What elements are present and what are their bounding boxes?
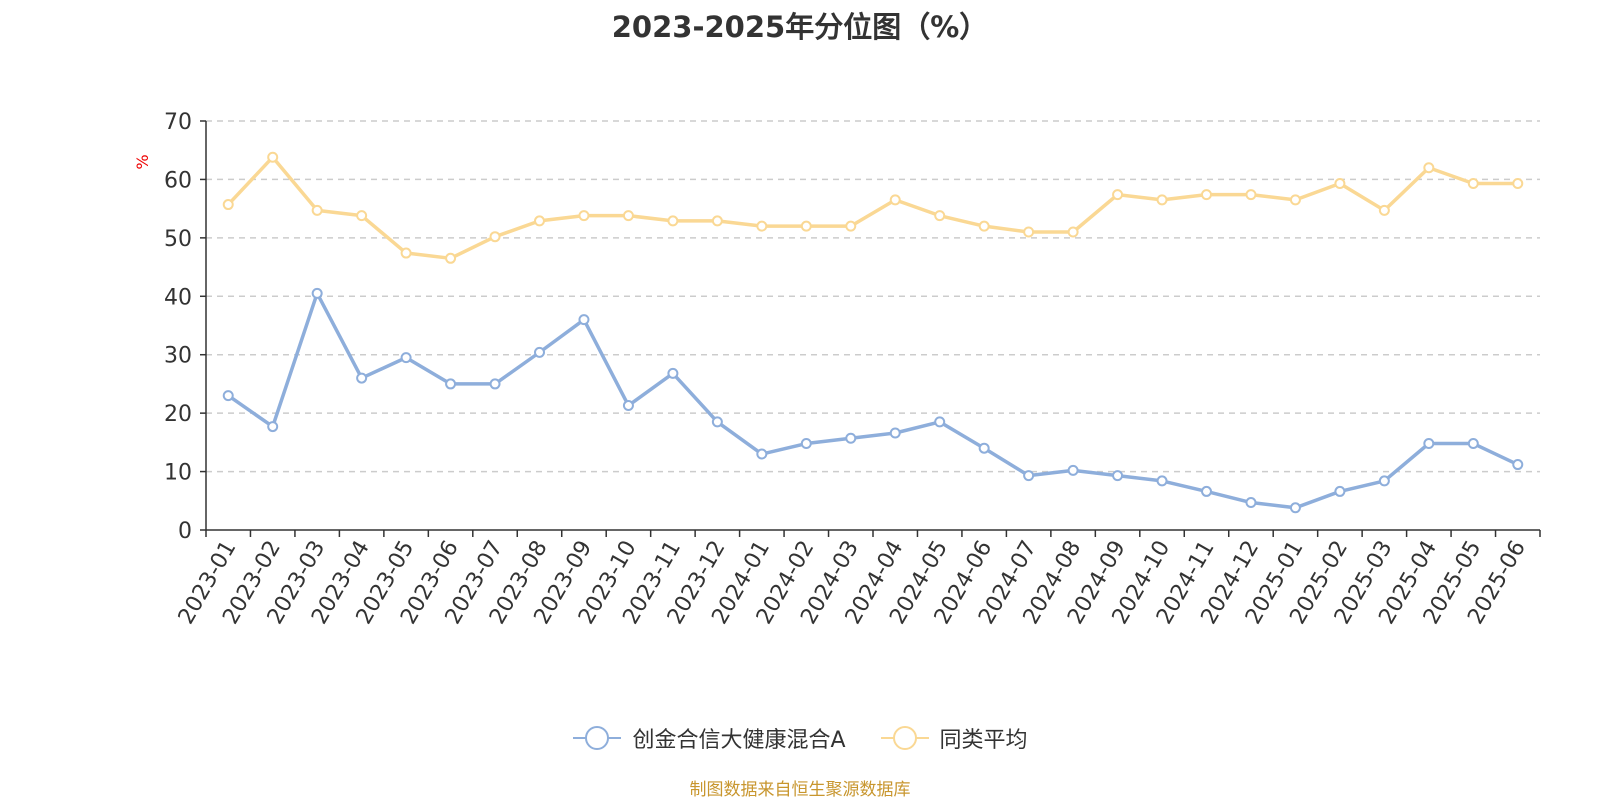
legend-marker-icon xyxy=(573,726,622,750)
data-point xyxy=(356,210,368,222)
data-point xyxy=(711,416,723,428)
y-tick-label: 30 xyxy=(164,344,192,369)
legend-marker-icon xyxy=(880,726,929,750)
data-point xyxy=(756,448,768,460)
data-point xyxy=(1245,189,1257,201)
data-point xyxy=(1334,485,1346,497)
legend-label: 同类平均 xyxy=(939,728,1028,753)
y-tick-label: 40 xyxy=(164,285,192,310)
data-point xyxy=(267,151,279,163)
data-point xyxy=(222,390,234,402)
data-point xyxy=(934,416,946,428)
data-point xyxy=(1289,194,1301,206)
y-tick-label: 70 xyxy=(164,110,192,135)
data-point xyxy=(534,346,545,358)
series-1 xyxy=(222,151,1524,264)
legend-marker-circle xyxy=(892,726,917,750)
data-point xyxy=(934,210,946,222)
source-note: 制图数据来自恒生聚源数据库 xyxy=(689,780,911,800)
chart-title: 2023-2025年分位图（%） xyxy=(611,10,989,44)
y-tick-label: 20 xyxy=(164,402,192,427)
data-point xyxy=(534,215,545,227)
data-point xyxy=(1467,438,1479,450)
series-lines xyxy=(222,151,1524,514)
series-line xyxy=(227,291,1519,510)
y-axis-label: % xyxy=(133,154,152,169)
data-point xyxy=(356,372,368,384)
series-line xyxy=(226,155,1518,261)
data-point xyxy=(311,287,323,299)
data-point xyxy=(622,400,634,412)
data-point xyxy=(1023,226,1035,238)
legend-label: 创金合信大健康混合A xyxy=(632,728,846,753)
series-0 xyxy=(222,287,1524,514)
data-point xyxy=(756,220,768,232)
data-point xyxy=(1201,485,1212,497)
data-point xyxy=(1067,464,1079,476)
data-point xyxy=(889,427,901,439)
data-point xyxy=(622,210,634,222)
y-tick-label: 50 xyxy=(164,227,192,252)
data-point xyxy=(1423,162,1435,174)
data-point xyxy=(222,199,234,211)
data-point xyxy=(445,378,457,390)
data-point xyxy=(1512,459,1524,471)
y-tick-label: 60 xyxy=(164,168,192,193)
data-point xyxy=(1334,178,1346,190)
data-point xyxy=(1023,470,1035,482)
legend-item-0[interactable]: 创金合信大健康混合A xyxy=(572,722,846,754)
data-point xyxy=(1112,470,1124,482)
data-point xyxy=(400,247,412,259)
data-point xyxy=(578,314,590,326)
data-point xyxy=(845,220,857,232)
data-point xyxy=(311,204,323,216)
data-point xyxy=(1156,475,1168,487)
data-point xyxy=(445,252,457,264)
legend-item-1[interactable]: 同类平均 xyxy=(880,722,1028,754)
data-point xyxy=(578,210,590,222)
data-point xyxy=(1423,438,1435,450)
data-point xyxy=(889,194,901,206)
data-point xyxy=(845,432,857,444)
data-point xyxy=(489,378,501,390)
data-point xyxy=(1156,194,1168,206)
data-point xyxy=(1467,178,1479,190)
data-point xyxy=(1289,502,1301,514)
data-point xyxy=(1378,204,1390,216)
axes xyxy=(200,120,1541,537)
data-point xyxy=(1201,189,1212,201)
data-point xyxy=(1112,189,1124,201)
legend: 创金合信大健康混合A 同类平均 xyxy=(0,722,1600,754)
data-point xyxy=(1512,178,1524,190)
data-point xyxy=(667,215,679,227)
data-point xyxy=(1245,497,1257,509)
data-point xyxy=(489,231,501,243)
data-point xyxy=(800,438,812,450)
data-point xyxy=(1067,226,1079,238)
tick-labels: 010203040506070%2023-012023-022023-03202… xyxy=(133,110,1531,629)
data-point xyxy=(978,220,990,232)
data-point xyxy=(667,367,679,379)
data-point xyxy=(800,220,812,232)
data-point xyxy=(267,421,279,433)
data-point xyxy=(711,215,723,227)
data-point xyxy=(400,352,412,364)
y-tick-label: 0 xyxy=(178,519,192,544)
data-point xyxy=(1378,475,1390,487)
y-tick-label: 10 xyxy=(164,461,192,486)
grid-lines xyxy=(206,120,1540,473)
legend-marker-circle xyxy=(585,726,610,750)
data-point xyxy=(978,442,990,454)
